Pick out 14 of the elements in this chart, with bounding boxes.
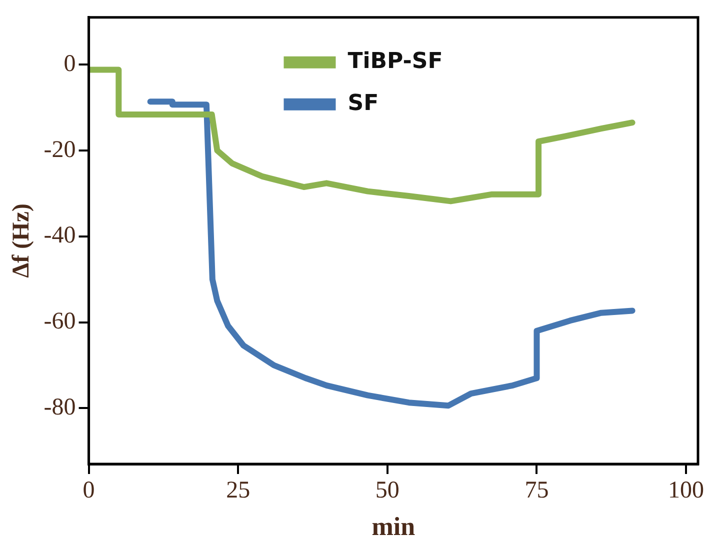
x-tick-label: 100 [668, 478, 704, 504]
x-axis-title: min [372, 512, 416, 542]
x-tick-label: 25 [226, 478, 250, 504]
y-tick-label: -20 [44, 136, 76, 163]
y-axis-title: Δf (Hz) [8, 204, 35, 278]
x-tick-label: 0 [82, 478, 95, 504]
y-tick-label: -40 [44, 222, 76, 249]
legend-label: SF [348, 91, 379, 116]
y-tick-label: 0 [64, 50, 76, 77]
x-tick-label: 50 [375, 478, 400, 504]
x-tick-label: 75 [524, 478, 549, 504]
y-tick-label: -80 [44, 394, 76, 420]
y-tick-label: -60 [44, 308, 76, 335]
legend-label: TiBP-SF [348, 49, 443, 74]
